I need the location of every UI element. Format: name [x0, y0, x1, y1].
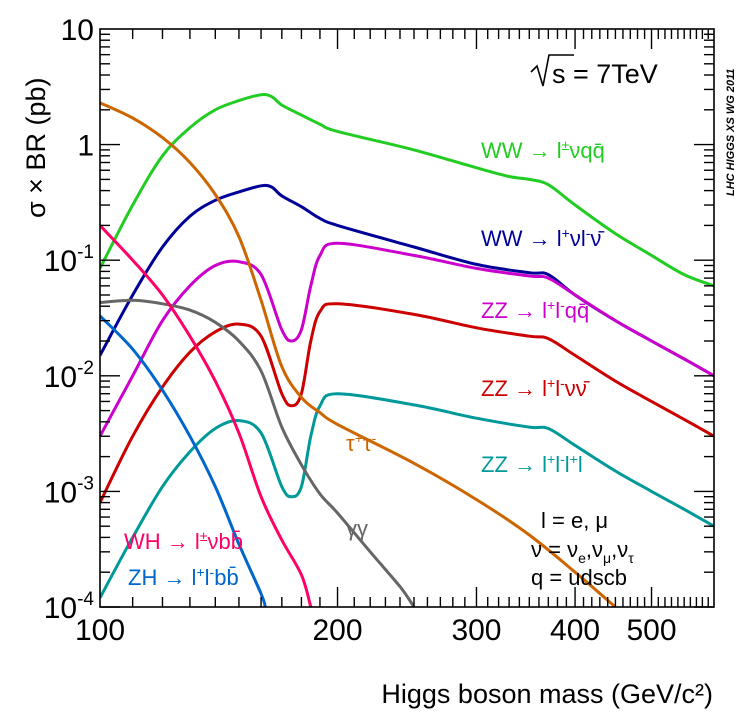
- series-label-zh: ZH → l+l-bb̄: [128, 564, 239, 590]
- series-line-0: [100, 93, 714, 288]
- sqrt-symbol: [530, 54, 574, 87]
- x-tick-label: 400: [550, 614, 600, 647]
- y-axis-title: σ × BR (pb): [21, 78, 51, 218]
- legend-notes: l = e, μ ν = νe,νμ,ντ q = udscb: [531, 508, 634, 590]
- series-label-ww-lvqq: WW → l±νqq̄: [481, 137, 605, 163]
- plot-frame: [99, 28, 715, 608]
- series-labels: WW → l±νqq̄ WW → l+νl-ν̄ ZZ → l+l-qq̄ ZZ…: [124, 137, 605, 590]
- x-tick-label: 300: [451, 614, 501, 647]
- series-label-tautau: τ+τ-: [346, 430, 377, 456]
- y-tick-label: 10-1: [44, 242, 94, 278]
- plot-border: [99, 28, 715, 608]
- y-tick-label: 10-4: [44, 589, 95, 625]
- series-line-5: [100, 101, 617, 607]
- series-line-6: [100, 298, 416, 607]
- series-line-8: [100, 314, 267, 607]
- x-tick-label: 500: [626, 614, 676, 647]
- energy-label-text: s = 7TeV: [552, 59, 658, 89]
- x-axis-title: Higgs boson mass (GeV/c²): [381, 679, 713, 709]
- series-label-zz-llqq: ZZ → l+l-qq̄: [481, 297, 589, 323]
- series-label-ww-lvlv: WW → l+νl-ν̄: [481, 225, 604, 251]
- legend-lepton-def: l = e, μ: [541, 508, 608, 533]
- series-line-2: [100, 241, 714, 437]
- y-tick-labels: 10 1 10-1 10-2 10-3 10-4: [44, 14, 95, 625]
- y-tick-label: 10-2: [44, 358, 94, 394]
- series-label-wh: WH → l±νbb̄: [124, 528, 243, 554]
- series-label-gammagamma: γγ: [346, 516, 368, 541]
- legend-neutrino-def: ν = νe,νμ,ντ: [531, 537, 634, 566]
- series-line-4: [100, 392, 714, 599]
- y-tick-label: 10-3: [44, 473, 94, 509]
- y-tick-label: 10: [61, 14, 94, 47]
- x-tick-label: 100: [75, 614, 125, 647]
- series-line-7: [100, 224, 313, 607]
- collaboration-watermark: LHC HIGGS XS WG 2011: [725, 68, 737, 196]
- y-tick-label: 1: [77, 130, 94, 163]
- x-tick-labels: 100 200 300 400 500: [75, 614, 677, 647]
- energy-label: s = 7TeV: [530, 54, 658, 89]
- series-curves: [100, 93, 714, 607]
- x-tick-label: 200: [312, 614, 362, 647]
- series-line-3: [100, 302, 714, 504]
- series-label-zz-4l: ZZ → l+l-l+l: [481, 451, 583, 477]
- series-label-zz-llvv: ZZ → l+l-νν̄: [481, 375, 590, 401]
- legend-quark-def: q = udscb: [531, 565, 627, 590]
